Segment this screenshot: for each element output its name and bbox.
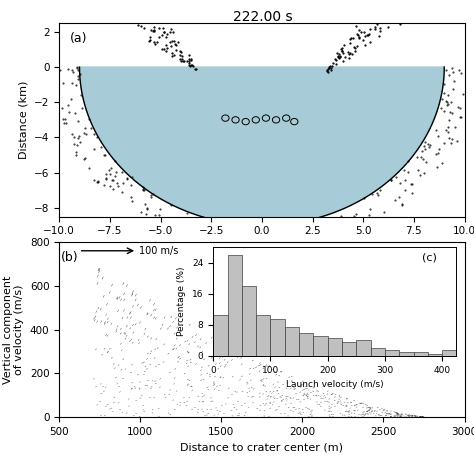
Text: 222.00 s: 222.00 s: [233, 10, 293, 24]
Text: (a): (a): [69, 32, 87, 45]
Text: 100 m/s: 100 m/s: [139, 246, 178, 256]
Y-axis label: Vertical component
of velocity (m/s): Vertical component of velocity (m/s): [3, 275, 24, 384]
Polygon shape: [80, 67, 444, 225]
Text: (b): (b): [61, 251, 79, 264]
X-axis label: Distance (km): Distance (km): [223, 242, 301, 252]
X-axis label: Distance to crater center (m): Distance to crater center (m): [181, 443, 343, 453]
Y-axis label: Distance (km): Distance (km): [18, 81, 28, 159]
